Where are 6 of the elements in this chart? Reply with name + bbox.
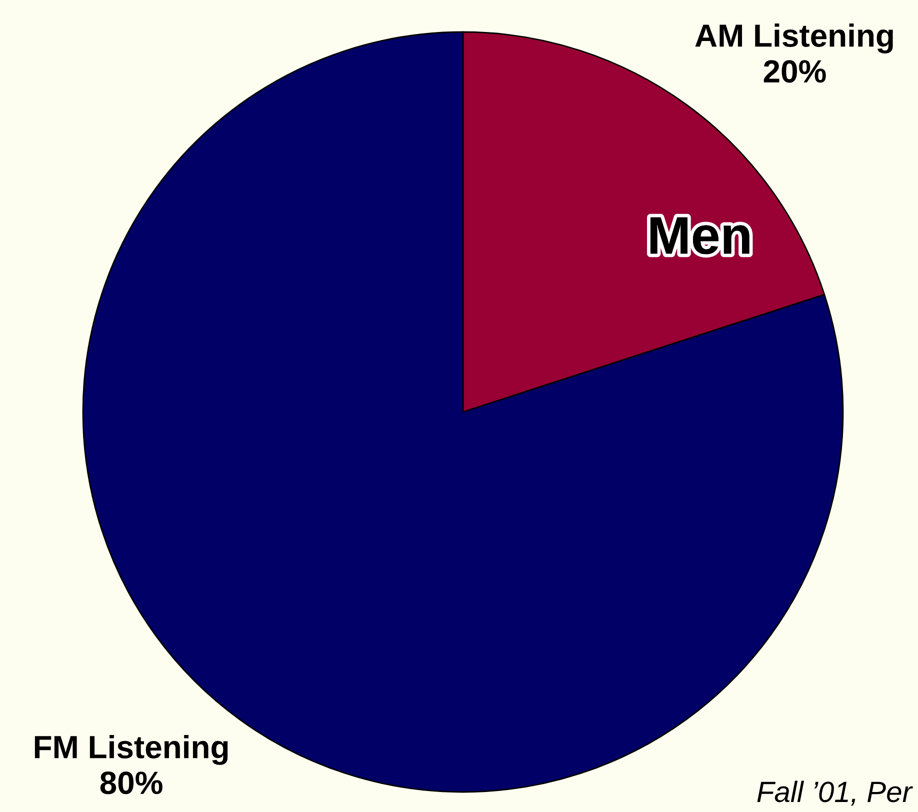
- slice-label: AM Listening: [695, 24, 893, 54]
- text: Fall ’01, Per: [757, 780, 913, 806]
- slice-label: FM Listening: [34, 734, 228, 765]
- data-label: 20%: [764, 60, 826, 83]
- text: Men: [650, 217, 750, 254]
- data-label: 80%: [100, 772, 162, 794]
